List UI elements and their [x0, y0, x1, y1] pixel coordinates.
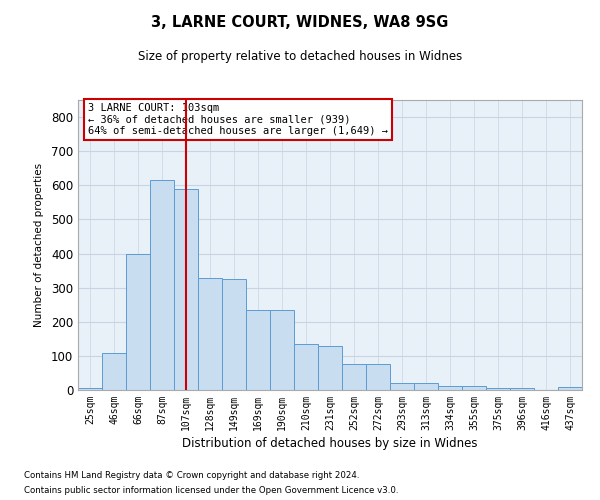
- Bar: [78, 388, 102, 390]
- Bar: [414, 383, 438, 390]
- Text: Size of property relative to detached houses in Widnes: Size of property relative to detached ho…: [138, 50, 462, 63]
- Bar: [198, 278, 222, 390]
- Bar: [558, 388, 582, 390]
- Text: 3, LARNE COURT, WIDNES, WA8 9SG: 3, LARNE COURT, WIDNES, WA8 9SG: [151, 15, 449, 30]
- Bar: [150, 180, 174, 390]
- Bar: [270, 310, 294, 390]
- Text: Contains public sector information licensed under the Open Government Licence v3: Contains public sector information licen…: [24, 486, 398, 495]
- Bar: [510, 388, 534, 390]
- Bar: [102, 354, 126, 390]
- Bar: [294, 344, 318, 390]
- Text: Contains HM Land Registry data © Crown copyright and database right 2024.: Contains HM Land Registry data © Crown c…: [24, 471, 359, 480]
- Text: 3 LARNE COURT: 103sqm
← 36% of detached houses are smaller (939)
64% of semi-det: 3 LARNE COURT: 103sqm ← 36% of detached …: [88, 103, 388, 136]
- X-axis label: Distribution of detached houses by size in Widnes: Distribution of detached houses by size …: [182, 437, 478, 450]
- Bar: [342, 364, 366, 390]
- Bar: [462, 386, 486, 390]
- Bar: [126, 254, 150, 390]
- Bar: [318, 346, 342, 390]
- Bar: [366, 364, 390, 390]
- Y-axis label: Number of detached properties: Number of detached properties: [34, 163, 44, 327]
- Bar: [222, 279, 246, 390]
- Bar: [438, 386, 462, 390]
- Bar: [390, 383, 414, 390]
- Bar: [246, 310, 270, 390]
- Bar: [486, 388, 510, 390]
- Bar: [174, 188, 198, 390]
